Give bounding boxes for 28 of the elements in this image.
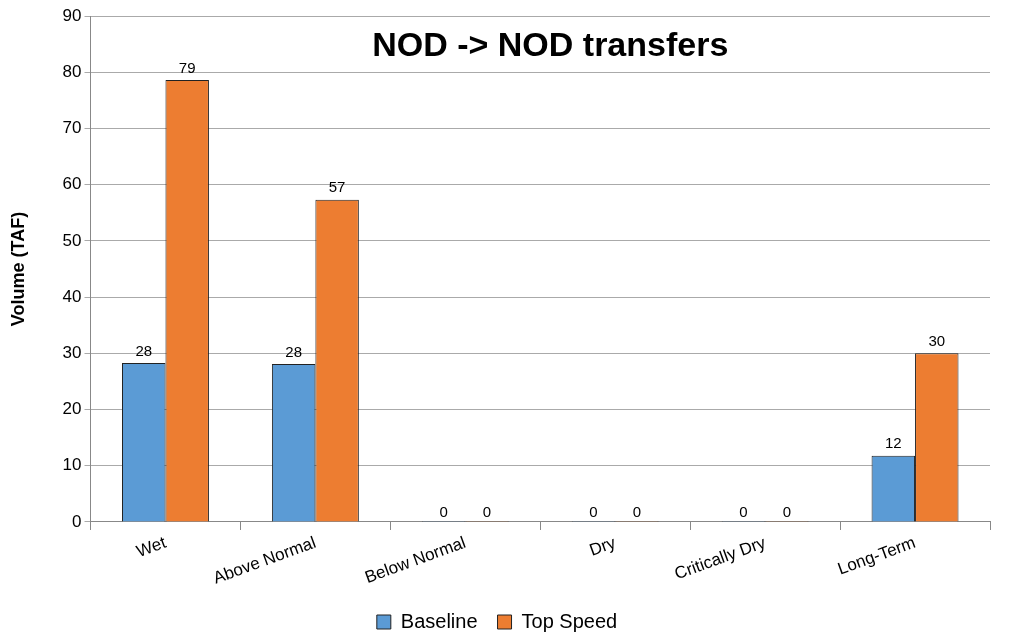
y-axis-title: Volume (TAF) xyxy=(7,211,28,327)
data-label: 0 xyxy=(482,502,492,520)
data-label: 0 xyxy=(632,502,642,520)
y-tick-label: 80 xyxy=(62,61,82,81)
legend-label: Baseline xyxy=(400,609,478,632)
y-tick-label: 60 xyxy=(62,174,82,194)
x-tick-label: Wet xyxy=(133,532,169,561)
data-label: 28 xyxy=(135,341,153,359)
y-tick-label: 30 xyxy=(62,343,82,363)
y-tick-label: 10 xyxy=(62,455,82,475)
data-label: 0 xyxy=(782,502,792,520)
data-label: 12 xyxy=(884,434,902,452)
data-label: 0 xyxy=(739,502,748,520)
y-tick-label: 40 xyxy=(62,286,82,306)
chart-title: NOD -> NOD transfers xyxy=(372,25,729,64)
data-label: 0 xyxy=(439,502,448,520)
y-tick-label: 0 xyxy=(72,511,82,531)
x-tick-label: Dry xyxy=(586,532,619,560)
data-label: 28 xyxy=(285,342,302,360)
legend-label: Top Speed xyxy=(521,609,618,632)
y-tick-label: 70 xyxy=(62,118,82,138)
y-tick-label: 50 xyxy=(62,230,82,250)
data-label: 79 xyxy=(178,58,196,76)
data-label: 30 xyxy=(928,331,946,349)
y-tick-label: 20 xyxy=(62,399,82,419)
data-label: 0 xyxy=(589,502,598,520)
data-label: 57 xyxy=(328,178,346,196)
y-tick-label: 90 xyxy=(62,5,82,25)
